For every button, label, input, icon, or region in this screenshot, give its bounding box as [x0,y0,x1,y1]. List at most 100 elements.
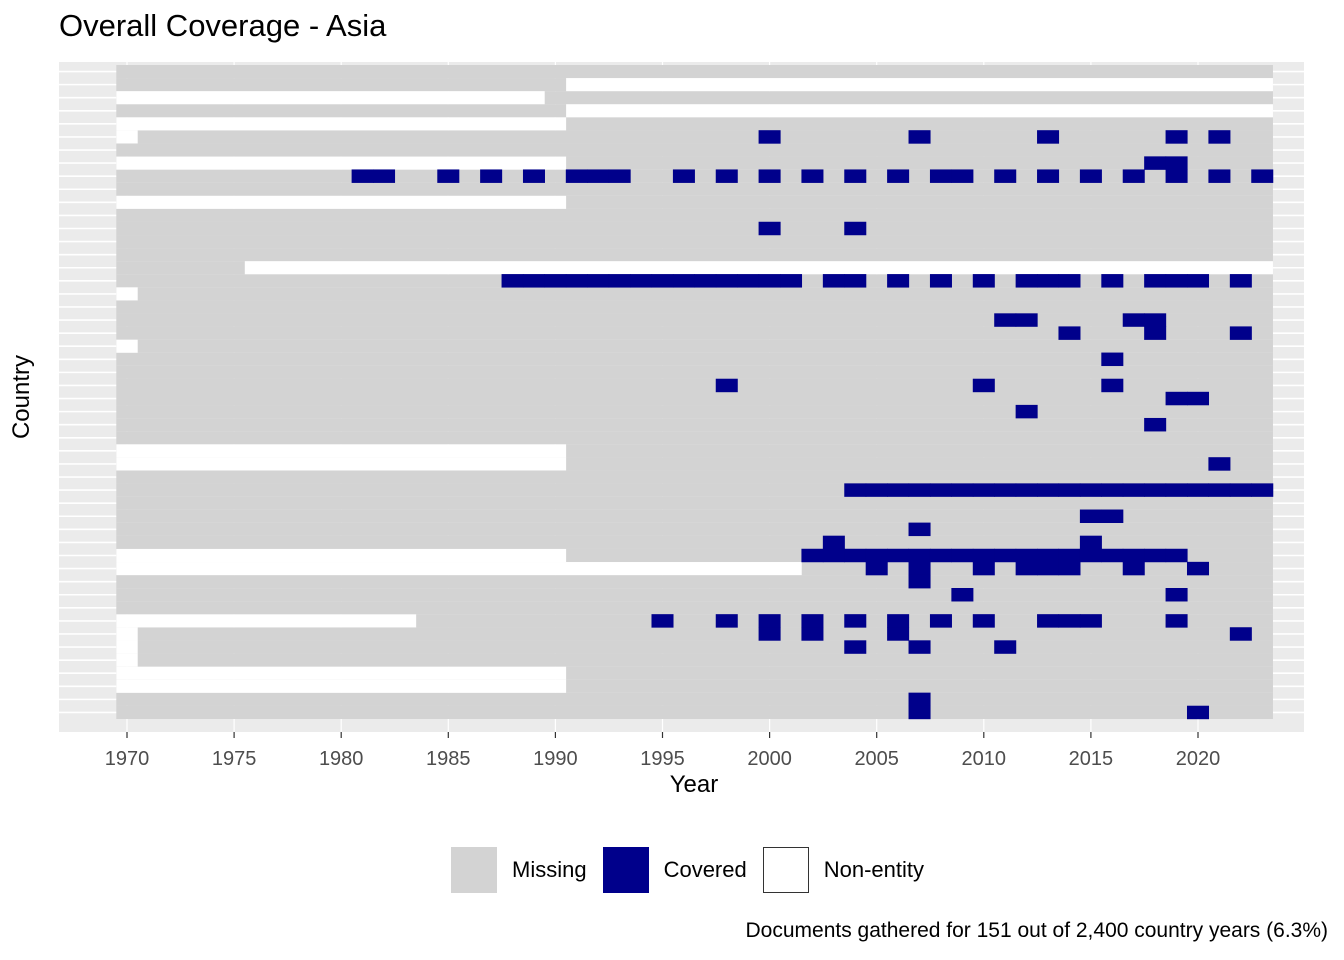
missing-tile-row [116,640,1273,654]
non-entity-tiles [116,78,1273,693]
covered-tile [908,574,931,589]
covered-tile [565,169,588,183]
x-tick-label: 1995 [640,748,685,770]
covered-tile [801,548,824,563]
covered-tile [1015,561,1038,576]
covered-tile [1144,274,1167,288]
missing-tile-row [116,509,1273,523]
non-entity-tile [116,653,138,667]
missing-tile-row [116,378,1273,392]
legend-item-covered: Covered [602,847,747,893]
covered-tile [822,535,845,550]
covered-tile [651,614,674,628]
missing-tile-row [116,248,1273,262]
covered-tile [758,614,781,628]
non-entity-tile [116,666,567,680]
non-entity-tile [116,627,138,641]
covered-tile [972,548,995,563]
y-axis-label: Country [8,354,35,440]
covered-tile [522,169,545,183]
covered-tile [1101,509,1124,523]
covered-tile [972,378,995,393]
covered-tile [1015,548,1038,563]
covered-tile [908,640,931,654]
covered-tile [1122,483,1145,497]
covered-tile [951,483,974,497]
covered-tile [908,483,931,497]
covered-tile [1165,588,1188,602]
covered-tile [844,548,867,563]
missing-tile-row [116,65,1273,79]
covered-tile [1144,417,1167,432]
covered-tile [1165,614,1188,628]
legend-key-non-entity [762,847,809,893]
covered-tile [951,169,974,183]
covered-tile [1015,483,1038,497]
missing-tile-row [116,575,1273,589]
covered-tile [1122,169,1145,183]
covered-tile [1165,548,1188,563]
legend-key-covered [602,847,649,893]
chart-caption: Documents gathered for 151 out of 2,400 … [745,919,1329,942]
covered-tile [1037,274,1060,288]
covered-tile [544,274,567,288]
non-entity-tile [116,640,138,654]
missing-tile-row [116,287,1273,301]
covered-tile [801,614,824,628]
covered-tile [929,614,952,628]
covered-tile [480,169,503,183]
covered-tile [865,561,888,576]
covered-tile [1208,130,1231,144]
covered-tile [801,169,824,183]
covered-tile [1058,561,1081,576]
covered-tile [1037,548,1060,563]
covered-tile [994,313,1017,327]
covered-tile [1101,483,1124,497]
covered-tile [1144,483,1167,497]
covered-tile [672,169,695,183]
missing-tile-row [116,392,1273,406]
covered-tile [1165,169,1188,183]
non-entity-tile [116,195,567,209]
covered-tile [887,274,910,288]
covered-tile [887,627,910,641]
covered-tile [715,378,738,393]
covered-tile [715,614,738,628]
covered-tile [1186,274,1210,288]
covered-tile [373,169,396,183]
non-entity-tile [566,104,1273,118]
missing-tile-row [116,431,1273,445]
missing-tile-row [116,496,1273,510]
missing-tile-row [116,130,1273,144]
covered-tiles [351,130,1274,720]
covered-tile [929,169,952,183]
covered-tile [1058,483,1081,497]
missing-tile-row [116,208,1273,222]
covered-tile [972,483,995,497]
covered-tile [844,169,867,183]
covered-tile [929,274,952,288]
x-tick-label: 1970 [105,748,150,770]
covered-tile [715,169,738,183]
non-entity-tile [116,444,567,458]
non-entity-tile [116,562,802,576]
covered-tile [1079,548,1102,563]
missing-tile-row [116,352,1273,366]
covered-tile [908,130,931,144]
legend-item-non-entity: Non-entity [762,847,924,893]
covered-tile [758,627,781,641]
non-entity-tile [116,130,138,144]
covered-tile [1015,274,1038,288]
missing-tile-row [116,405,1273,419]
legend: Missing Covered Non-entity [451,847,940,893]
x-tick-label: 2010 [962,748,1007,770]
covered-tile [994,483,1017,497]
covered-tile [587,274,610,288]
missing-tile-row [116,627,1273,641]
missing-tile-row [116,705,1273,719]
covered-tile [1186,561,1210,576]
covered-tile [1079,509,1102,523]
covered-tile [1037,561,1060,576]
covered-tile [1208,457,1231,471]
